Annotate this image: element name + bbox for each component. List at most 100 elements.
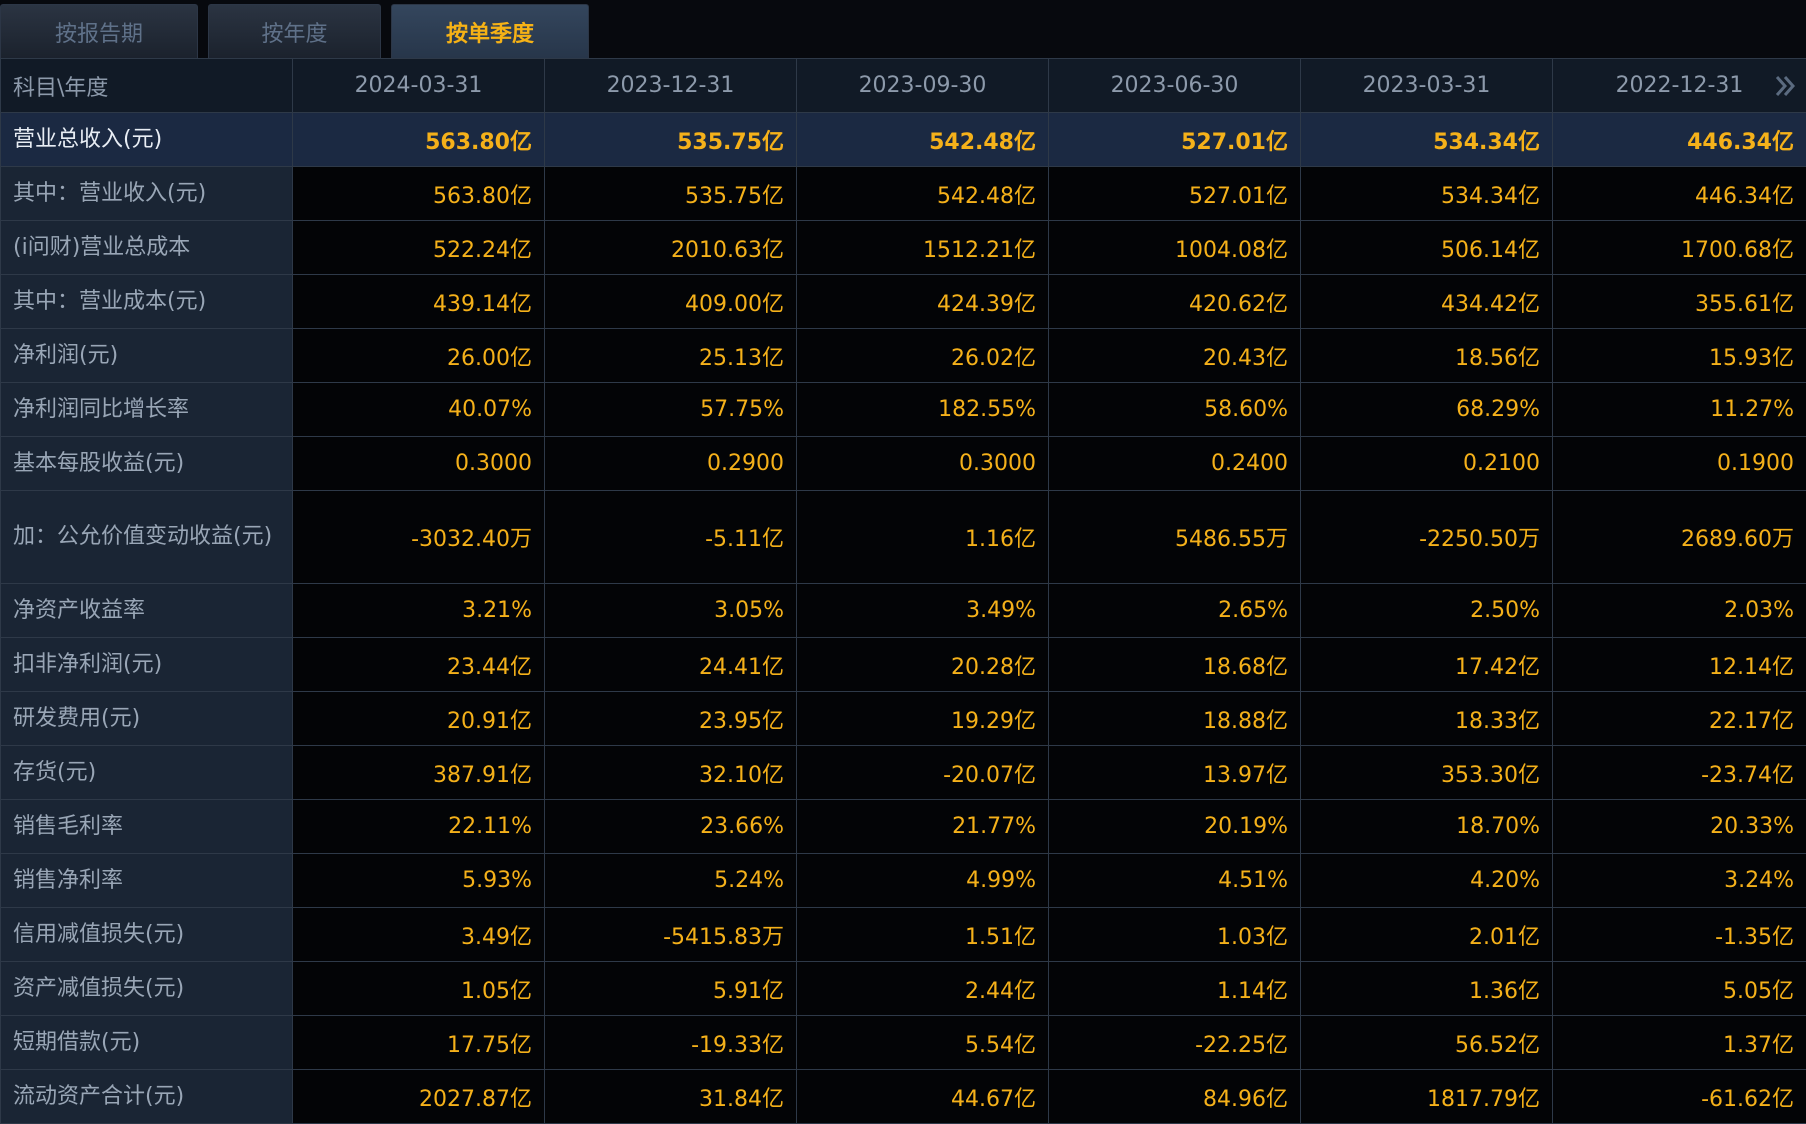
- table-cell: -23.74亿: [1552, 745, 1806, 800]
- table-row: 信用减值损失(元) 3.49亿 -5415.83万 1.51亿 1.03亿 2.01亿 -1…: [0, 907, 1806, 962]
- table-cell: 20.19%: [1048, 799, 1301, 854]
- table-cell: 57.75%: [544, 382, 797, 437]
- table-cell: 5.54亿: [796, 1015, 1049, 1070]
- table-cell: 542.48亿: [796, 166, 1049, 221]
- table-cell: 0.3000: [796, 436, 1049, 491]
- tab-by-year[interactable]: 按年度: [208, 4, 381, 58]
- table-row: 其中：营业成本(元) 439.14亿 409.00亿 424.39亿 420.62亿 43…: [0, 274, 1806, 329]
- table-cell: 355.61亿: [1552, 274, 1806, 329]
- table-cell: 1.37亿: [1552, 1015, 1806, 1070]
- table-cell: 18.56亿: [1300, 328, 1553, 383]
- table-cell: -2250.50万: [1300, 490, 1553, 584]
- table-row: 基本每股收益(元) 0.3000 0.2900 0.3000 0.2400 0.2100 0…: [0, 436, 1806, 491]
- table-cell: 5.05亿: [1552, 961, 1806, 1016]
- table-cell: 58.60%: [1048, 382, 1301, 437]
- table-row: 资产减值损失(元) 1.05亿 5.91亿 2.44亿 1.14亿 1.36亿 5.05亿: [0, 961, 1806, 1016]
- row-label: 加：公允价值变动收益(元): [0, 490, 293, 584]
- row-label: 其中：营业成本(元): [0, 274, 293, 329]
- row-label: (i问财)营业总成本: [0, 220, 293, 275]
- table-cell: 1512.21亿: [796, 220, 1049, 275]
- column-header-label: 2022-12-31: [1615, 73, 1744, 98]
- row-label: 销售净利率: [0, 853, 293, 908]
- table-cell: 420.62亿: [1048, 274, 1301, 329]
- table-cell: 439.14亿: [292, 274, 545, 329]
- table-cell: 13.97亿: [1048, 745, 1301, 800]
- table-cell: 18.68亿: [1048, 637, 1301, 692]
- table-cell: 2010.63亿: [544, 220, 797, 275]
- row-label: 营业总收入(元): [0, 112, 293, 167]
- row-label: 基本每股收益(元): [0, 436, 293, 491]
- table-row: 其中：营业收入(元) 563.80亿 535.75亿 542.48亿 527.01亿 53…: [0, 166, 1806, 221]
- table-cell: 18.88亿: [1048, 691, 1301, 746]
- table-cell: 4.99%: [796, 853, 1049, 908]
- table-cell: 19.29亿: [796, 691, 1049, 746]
- table-cell: 31.84亿: [544, 1069, 797, 1124]
- period-tabs: 按报告期 按年度 按单季度: [0, 0, 1806, 58]
- tab-by-report-period[interactable]: 按报告期: [0, 4, 198, 58]
- table-cell: 563.80亿: [292, 166, 545, 221]
- table-cell: 387.91亿: [292, 745, 545, 800]
- table-cell: 527.01亿: [1048, 166, 1301, 221]
- table-row: 短期借款(元) 17.75亿 -19.33亿 5.54亿 -22.25亿 56.52亿 1.…: [0, 1015, 1806, 1070]
- table-row: 净利润同比增长率 40.07% 57.75% 182.55% 58.60% 68.29% 1…: [0, 382, 1806, 437]
- table-cell: 17.75亿: [292, 1015, 545, 1070]
- row-label: 净利润(元): [0, 328, 293, 383]
- row-label: 销售毛利率: [0, 799, 293, 854]
- row-label: 净利润同比增长率: [0, 382, 293, 437]
- table-cell: -20.07亿: [796, 745, 1049, 800]
- table-cell: 0.2100: [1300, 436, 1553, 491]
- table-cell: -22.25亿: [1048, 1015, 1301, 1070]
- table-cell: 17.42亿: [1300, 637, 1553, 692]
- row-label: 流动资产合计(元): [0, 1069, 293, 1124]
- table-cell: 0.2900: [544, 436, 797, 491]
- table-cell: 20.91亿: [292, 691, 545, 746]
- table-row: 扣非净利润(元) 23.44亿 24.41亿 20.28亿 18.68亿 17.42亿 12…: [0, 637, 1806, 692]
- tab-by-quarter[interactable]: 按单季度: [391, 4, 589, 58]
- table-cell: 5.91亿: [544, 961, 797, 1016]
- row-label: 其中：营业收入(元): [0, 166, 293, 221]
- table-cell: 18.70%: [1300, 799, 1553, 854]
- table-cell: 1.03亿: [1048, 907, 1301, 962]
- table-cell: 32.10亿: [544, 745, 797, 800]
- table-row: 净资产收益率 3.21% 3.05% 3.49% 2.65% 2.50% 2.03%: [0, 583, 1806, 638]
- table-cell: 44.67亿: [796, 1069, 1049, 1124]
- table-cell: 23.44亿: [292, 637, 545, 692]
- column-header: 2023-03-31: [1300, 58, 1553, 113]
- double-chevron-right-icon[interactable]: [1772, 73, 1798, 99]
- table-cell: 24.41亿: [544, 637, 797, 692]
- row-label: 扣非净利润(元): [0, 637, 293, 692]
- table-cell: 3.49亿: [292, 907, 545, 962]
- table-cell: 506.14亿: [1300, 220, 1553, 275]
- table-header-row: 科目\年度 2024-03-31 2023-12-31 2023-09-30 2…: [0, 58, 1806, 113]
- row-label: 存货(元): [0, 745, 293, 800]
- table-cell: -61.62亿: [1552, 1069, 1806, 1124]
- table-cell: 2689.60万: [1552, 490, 1806, 584]
- table-cell: 2.44亿: [796, 961, 1049, 1016]
- table-cell: 12.14亿: [1552, 637, 1806, 692]
- table-cell: 1.14亿: [1048, 961, 1301, 1016]
- row-label: 净资产收益率: [0, 583, 293, 638]
- row-label: 研发费用(元): [0, 691, 293, 746]
- table-cell: 1.05亿: [292, 961, 545, 1016]
- table-body: 营业总收入(元) 563.80亿 535.75亿 542.48亿 527.01亿 534.…: [0, 112, 1806, 1124]
- table-cell: 0.1900: [1552, 436, 1806, 491]
- column-header: 2023-06-30: [1048, 58, 1301, 113]
- table-cell: 22.11%: [292, 799, 545, 854]
- table-cell: 3.05%: [544, 583, 797, 638]
- table-cell: 1700.68亿: [1552, 220, 1806, 275]
- table-cell: 26.00亿: [292, 328, 545, 383]
- table-cell: 5.93%: [292, 853, 545, 908]
- table-cell: 534.34亿: [1300, 166, 1553, 221]
- table-cell: 424.39亿: [796, 274, 1049, 329]
- table-cell: 21.77%: [796, 799, 1049, 854]
- table-row: 存货(元) 387.91亿 32.10亿 -20.07亿 13.97亿 353.30亿 -2…: [0, 745, 1806, 800]
- table-row: 净利润(元) 26.00亿 25.13亿 26.02亿 20.43亿 18.56亿 15.9…: [0, 328, 1806, 383]
- table-cell: -3032.40万: [292, 490, 545, 584]
- table-cell: 20.43亿: [1048, 328, 1301, 383]
- row-label: 资产减值损失(元): [0, 961, 293, 1016]
- table-cell: 2.01亿: [1300, 907, 1553, 962]
- table-row: 加：公允价值变动收益(元) -3032.40万 -5.11亿 1.16亿 5486.55…: [0, 490, 1806, 584]
- corner-label: 科目\年度: [0, 58, 293, 113]
- table-cell: 22.17亿: [1552, 691, 1806, 746]
- table-cell: -1.35亿: [1552, 907, 1806, 962]
